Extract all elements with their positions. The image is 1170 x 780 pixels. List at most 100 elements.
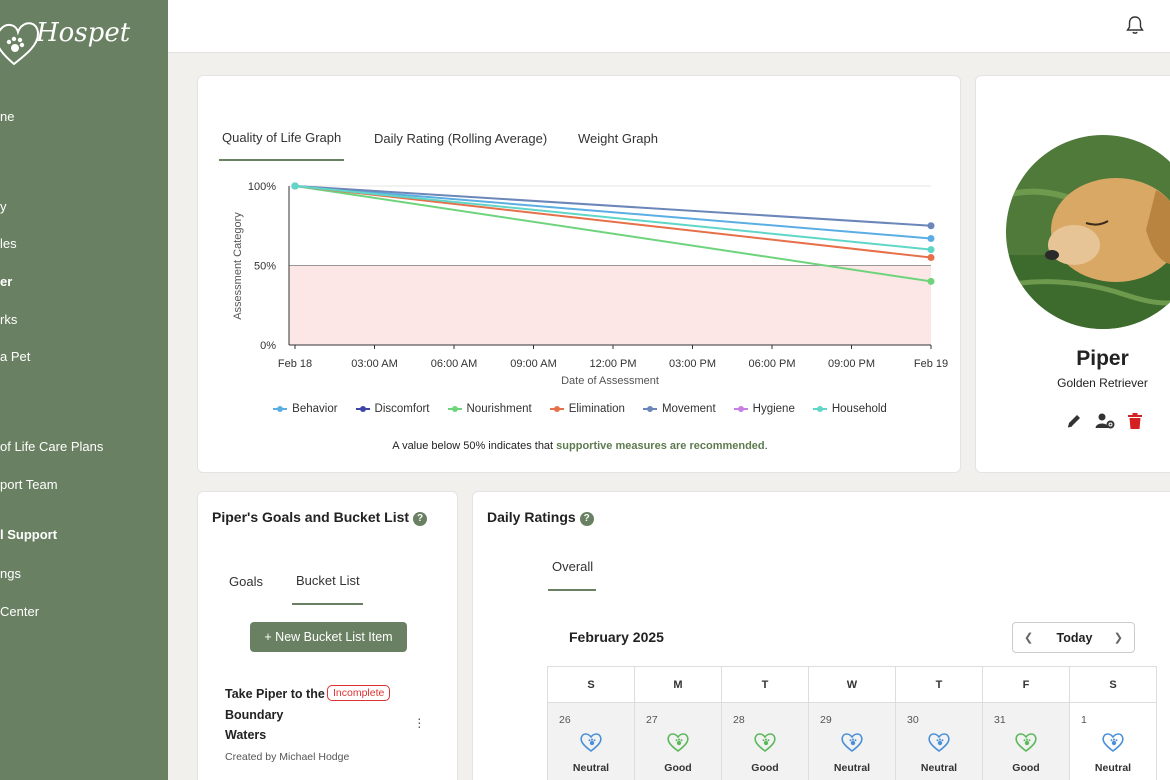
- trash-icon[interactable]: [1127, 412, 1143, 430]
- threshold-note: A value below 50% indicates that support…: [198, 440, 962, 452]
- day-rating: Good: [751, 762, 779, 774]
- legend-item-nourishment[interactable]: Nourishment: [447, 403, 532, 415]
- note-prefix: A value below 50% indicates that: [392, 440, 557, 452]
- y-axis-label: Assessment Category: [232, 212, 244, 320]
- new-bucket-list-item-button[interactable]: + New Bucket List Item: [250, 622, 407, 652]
- tab-bucket-list[interactable]: Bucket List: [296, 573, 360, 588]
- data-point-nourishment: [927, 277, 935, 285]
- pet-profile-card: Piper Golden Retriever: [975, 75, 1170, 473]
- more-options-icon[interactable]: · · ·: [417, 710, 422, 734]
- goals-title-text: Piper's Goals and Bucket List: [212, 509, 410, 525]
- pet-avatar: [1006, 135, 1170, 329]
- series-line-nourishment: [294, 185, 932, 283]
- sidebar-item-0[interactable]: ne: [0, 109, 15, 124]
- x-tick-label: 03:00 AM: [351, 358, 397, 370]
- legend-item-behavior[interactable]: Behavior: [273, 403, 338, 415]
- day-rating: Neutral: [1094, 762, 1132, 774]
- tab-daily-rating[interactable]: Daily Rating (Rolling Average): [374, 131, 548, 146]
- goals-title: Piper's Goals and Bucket List?: [212, 509, 428, 526]
- bell-icon[interactable]: [1126, 15, 1144, 35]
- calendar-day-cell[interactable]: 29 Neutral: [809, 703, 896, 780]
- weekday-label: S: [1070, 667, 1157, 702]
- legend-swatch: [549, 405, 564, 413]
- bucket-item-title: Take Piper to the Boundary Waters: [225, 687, 325, 742]
- legend-label: Movement: [661, 403, 716, 415]
- active-tab-underline: [219, 159, 344, 161]
- sidebar-item-7[interactable]: port Team: [0, 477, 58, 492]
- sidebar-item-3[interactable]: er: [0, 274, 13, 289]
- x-axis-label: Date of Assessment: [561, 375, 659, 387]
- pet-breed: Golden Retriever: [1057, 376, 1148, 390]
- today-button[interactable]: Today: [1056, 631, 1093, 645]
- tab-weight-graph[interactable]: Weight Graph: [578, 131, 658, 146]
- calendar-day-cell[interactable]: 31 Good: [983, 703, 1070, 780]
- x-tick-label: 09:00 AM: [510, 358, 556, 370]
- calendar-day-cell[interactable]: 30 Neutral: [896, 703, 983, 780]
- sidebar-item-5[interactable]: a Pet: [0, 349, 31, 364]
- ratings-title: Daily Ratings?: [487, 509, 594, 526]
- legend-item-movement[interactable]: Movement: [642, 403, 716, 415]
- day-number: 29: [820, 714, 832, 726]
- active-tab-underline: [292, 603, 363, 605]
- sidebar-item-9[interactable]: ngs: [0, 566, 21, 581]
- tab-quality-of-life[interactable]: Quality of Life Graph: [222, 130, 342, 145]
- calendar-day-cell[interactable]: 27 Good: [635, 703, 722, 780]
- y-tick-label: 0%: [260, 340, 276, 352]
- chevron-left-icon[interactable]: ❮: [1024, 632, 1034, 644]
- status-badge: Incomplete: [327, 685, 391, 701]
- weekday-label: T: [896, 667, 983, 702]
- sidebar-item-10[interactable]: Center: [0, 604, 40, 619]
- day-number: 1: [1081, 714, 1087, 726]
- ratings-title-text: Daily Ratings: [487, 509, 576, 525]
- legend-item-elimination[interactable]: Elimination: [549, 403, 625, 415]
- weekday-label: F: [983, 667, 1070, 702]
- data-point-elimination: [927, 254, 935, 262]
- legend-label: Nourishment: [466, 403, 532, 415]
- sidebar-item-1[interactable]: y: [0, 199, 7, 214]
- legend-item-discomfort[interactable]: Discomfort: [355, 403, 430, 415]
- data-point-household: [291, 182, 299, 190]
- app-name: Hospet: [36, 18, 131, 48]
- legend-item-hygiene[interactable]: Hygiene: [733, 403, 795, 415]
- heart-paw-icon: [1102, 733, 1124, 753]
- help-icon[interactable]: ?: [579, 512, 594, 526]
- x-tick-label: 06:00 PM: [748, 358, 795, 370]
- day-rating: Good: [664, 762, 692, 774]
- day-number: 27: [646, 714, 658, 726]
- data-point-movement: [927, 222, 935, 230]
- heart-paw-icon: [841, 733, 863, 753]
- pencil-icon[interactable]: [1065, 412, 1083, 430]
- legend-item-household[interactable]: Household: [812, 403, 887, 415]
- calendar-week-row: 26 Neutral 27 Good 28 Good 29 Neutral 30 Neutral 3…: [547, 702, 1157, 780]
- x-tick-label: 03:00 PM: [669, 358, 716, 370]
- day-number: 28: [733, 714, 745, 726]
- weekday-label: T: [722, 667, 809, 702]
- y-tick-label: 50%: [254, 261, 276, 273]
- legend-label: Hygiene: [752, 403, 795, 415]
- sidebar-item-2[interactable]: les: [0, 236, 17, 251]
- legend-swatch: [273, 405, 288, 413]
- tab-overall[interactable]: Overall: [552, 559, 594, 574]
- data-point-household: [927, 246, 935, 254]
- legend-label: Discomfort: [374, 403, 430, 415]
- heart-paw-icon: [1015, 733, 1037, 753]
- goals-card: Piper's Goals and Bucket List? Goals Buc…: [197, 491, 458, 780]
- quality-of-life-chart: 100% 50% 0%Feb 18 03:00 AM 06:00 AM 09:00 AM 1…: [232, 181, 948, 387]
- chart-legend: Behavior Discomfort Nourishment Elimination…: [198, 403, 962, 415]
- calendar-day-cell[interactable]: 26 Neutral: [548, 703, 635, 780]
- calendar-day-cell[interactable]: 28 Good: [722, 703, 809, 780]
- bucket-item-meta: Created by Michael Hodge: [225, 751, 350, 763]
- legend-label: Household: [831, 403, 887, 415]
- user-gear-icon[interactable]: [1095, 412, 1115, 430]
- day-number: 26: [559, 714, 571, 726]
- note-highlight: supportive measures are recommended: [556, 440, 765, 452]
- chevron-right-icon[interactable]: ❯: [1113, 632, 1123, 644]
- sidebar-item-4[interactable]: rks: [0, 312, 18, 327]
- tab-goals[interactable]: Goals: [229, 574, 263, 589]
- day-number: 30: [907, 714, 919, 726]
- calendar-day-cell[interactable]: 1 Neutral: [1070, 703, 1157, 780]
- sidebar-item-6[interactable]: of Life Care Plans: [0, 439, 104, 454]
- sidebar-item-8[interactable]: l Support: [0, 527, 58, 542]
- help-icon[interactable]: ?: [413, 512, 428, 526]
- date-navigator: ❮ Today ❯: [1012, 622, 1135, 653]
